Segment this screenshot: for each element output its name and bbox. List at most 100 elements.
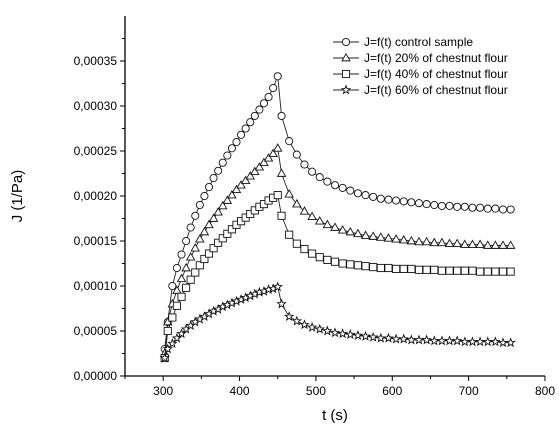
data-point-square xyxy=(285,230,294,239)
data-point-star xyxy=(406,334,417,345)
data-point-circle xyxy=(460,202,469,211)
data-point-square xyxy=(437,266,446,275)
y-tick-label: 0,00005 xyxy=(74,324,118,338)
data-point-square xyxy=(214,238,223,247)
series-layer xyxy=(159,72,516,363)
data-point-star xyxy=(390,333,402,344)
data-point-circle xyxy=(273,72,282,81)
data-point-triangle xyxy=(284,189,294,198)
data-point-square xyxy=(195,261,204,270)
data-point-star xyxy=(490,336,501,347)
data-point-triangle xyxy=(172,285,182,294)
data-point-circle xyxy=(237,130,246,139)
data-point-circle xyxy=(223,151,232,160)
data-point-circle xyxy=(323,177,332,186)
data-point-triangle xyxy=(490,240,501,249)
data-point-star xyxy=(272,281,283,292)
x-tick-label: 700 xyxy=(459,384,479,398)
data-point-square xyxy=(361,262,370,271)
data-point-triangle xyxy=(176,273,187,283)
data-point-triangle xyxy=(208,213,219,222)
legend-label: J=f(t) 20% of chestnut flour xyxy=(364,51,508,65)
data-point-triangle xyxy=(217,200,228,210)
data-point-circle xyxy=(330,181,340,190)
data-point-triangle xyxy=(268,148,278,158)
data-point-triangle xyxy=(322,219,333,229)
data-point-circle xyxy=(308,167,317,176)
data-point-square xyxy=(308,249,317,258)
data-point-triangle xyxy=(314,216,325,225)
data-point-circle xyxy=(414,199,424,208)
data-point-square xyxy=(422,265,431,274)
data-point-triangle xyxy=(185,252,196,261)
data-point-triangle xyxy=(444,238,455,248)
legend-marker-triangle xyxy=(341,52,351,62)
data-point-square xyxy=(172,301,181,310)
data-point-square xyxy=(445,266,454,275)
data-point-circle xyxy=(285,137,294,146)
data-point-triangle xyxy=(414,236,424,246)
data-point-triangle xyxy=(181,262,191,272)
data-point-circle xyxy=(191,211,200,220)
data-point-square xyxy=(369,263,378,272)
data-point-star xyxy=(474,336,486,347)
data-point-star xyxy=(505,337,516,348)
data-point-star xyxy=(375,332,387,343)
data-point-square xyxy=(223,229,232,238)
data-point-triangle xyxy=(299,206,310,215)
legend-marker-circle xyxy=(341,37,351,47)
data-point-triangle xyxy=(475,239,485,248)
data-point-square xyxy=(315,253,324,262)
series-square xyxy=(160,191,515,363)
data-point-square xyxy=(218,234,227,243)
x-tick-label: 400 xyxy=(230,384,250,398)
data-point-circle xyxy=(361,191,370,200)
legend-label: J=f(t) 40% of chestnut flour xyxy=(364,67,508,81)
data-point-circle xyxy=(399,197,408,206)
data-point-star xyxy=(482,336,493,347)
data-point-square xyxy=(476,267,485,276)
x-tick-label: 800 xyxy=(535,384,555,398)
data-point-circle xyxy=(468,203,477,212)
data-point-square xyxy=(200,254,209,264)
series-line xyxy=(164,286,511,359)
data-point-star xyxy=(167,338,178,349)
y-tick-label: 0,00025 xyxy=(74,144,118,158)
data-point-circle xyxy=(491,204,500,213)
legend-marker-star xyxy=(340,84,352,95)
data-point-star xyxy=(429,335,440,346)
data-point-star xyxy=(337,328,348,339)
data-point-star xyxy=(322,325,333,336)
data-point-circle xyxy=(214,166,223,175)
data-point-circle xyxy=(300,160,309,169)
data-point-circle xyxy=(506,205,515,214)
legend-item: J=f(t) 20% of chestnut flour xyxy=(333,51,508,65)
data-point-triangle xyxy=(330,222,340,231)
data-point-triangle xyxy=(353,228,363,238)
data-point-star xyxy=(162,343,173,354)
data-point-square xyxy=(330,257,340,266)
data-point-square xyxy=(399,264,408,273)
data-point-circle xyxy=(259,99,269,108)
data-point-star xyxy=(314,323,325,334)
x-tick-label: 500 xyxy=(306,384,326,398)
series-star xyxy=(159,281,516,363)
data-point-circle xyxy=(498,205,508,214)
axes-layer: 300 400 500 600 700 800 0,00000 0,00005 0,00010 0… xyxy=(74,16,555,398)
data-point-star xyxy=(306,321,318,332)
data-point-star xyxy=(345,329,356,340)
data-point-star xyxy=(383,332,394,343)
data-point-star xyxy=(276,298,287,309)
data-point-star xyxy=(329,327,341,338)
data-point-circle xyxy=(392,196,401,205)
data-point-square xyxy=(182,283,191,292)
data-point-triangle xyxy=(292,198,302,208)
data-point-triangle xyxy=(190,243,201,252)
x-axis-label: t (s) xyxy=(322,407,348,424)
data-point-triangle xyxy=(259,157,269,167)
data-point-square xyxy=(300,245,309,254)
data-point-square xyxy=(273,191,282,200)
legend-label: J=f(t) control sample xyxy=(364,35,473,49)
data-point-triangle xyxy=(406,235,417,245)
